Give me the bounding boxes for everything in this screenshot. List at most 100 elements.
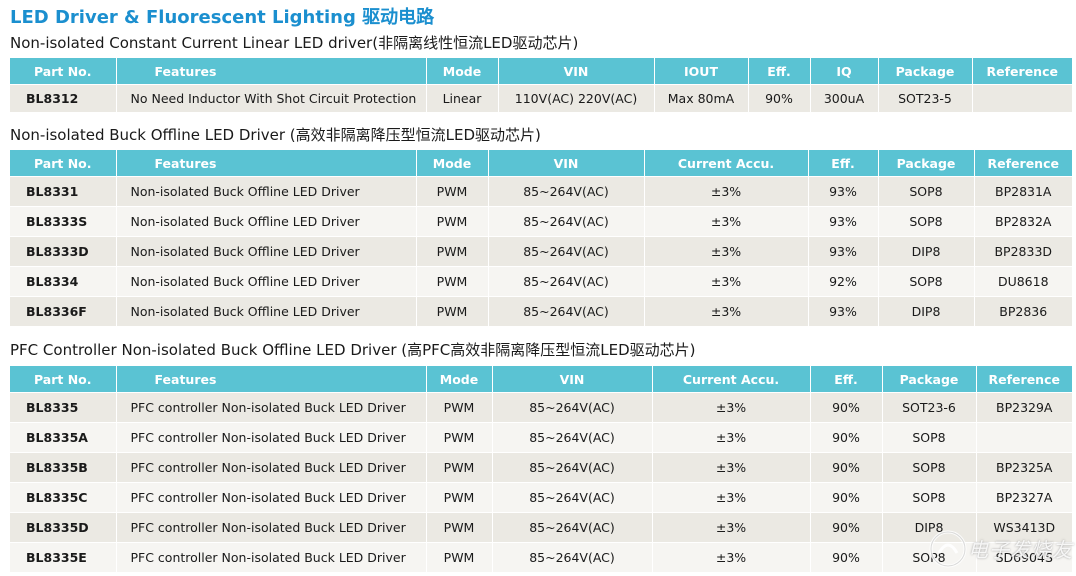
current-accu-cell: ±3% [652,512,811,543]
part-no-cell: BL8335D [10,512,117,543]
features-cell: PFC controller Non-isolated Buck LED Dri… [116,482,427,513]
header-mode: Mode [416,150,489,177]
features-cell: Non-isolated Buck Offline LED Driver [116,236,417,267]
mode-cell: PWM [426,542,493,572]
header-part-no: Part No. [10,366,117,393]
part-no-cell: BL8333D [10,236,117,267]
table-row: BL8334 Non-isolated Buck Offline LED Dri… [10,266,1072,297]
iq-cell: 300uA [810,84,879,112]
package-cell: SOP8 [882,542,977,572]
reference-cell [972,84,1072,112]
package-cell: SOP8 [882,452,977,483]
reference-cell: DU8618 [974,266,1072,297]
table-header-row: Part No. Features Mode VIN Current Accu.… [10,366,1072,393]
table-header-row: Part No. Features Mode VIN IOUT Eff. IQ … [10,58,1072,85]
part-no-cell: BL8335A [10,422,117,453]
eff-cell: 93% [808,176,879,207]
mode-cell: PWM [416,206,489,237]
reference-cell: BP2836 [974,296,1072,326]
header-mode: Mode [426,58,499,85]
current-accu-cell: ±3% [644,296,809,326]
buck-driver-table: Part No. Features Mode VIN Current Accu.… [10,150,1072,326]
eff-cell: 90% [810,452,883,483]
vin-cell: 110V(AC) 220V(AC) [498,84,655,112]
part-no-cell: BL8331 [10,176,117,207]
header-vin: VIN [498,58,655,85]
current-accu-cell: ±3% [644,266,809,297]
eff-cell: 93% [808,296,879,326]
header-reference: Reference [974,150,1072,177]
section-title-linear: Non-isolated Constant Current Linear LED… [10,34,579,52]
header-mode: Mode [426,366,493,393]
features-cell: PFC controller Non-isolated Buck LED Dri… [116,392,427,423]
eff-cell: 90% [810,422,883,453]
header-current-accu: Current Accu. [644,150,809,177]
table-row: BL8333D Non-isolated Buck Offline LED Dr… [10,236,1072,267]
part-no-cell: BL8312 [10,84,117,112]
eff-cell: 90% [810,542,883,572]
eff-cell: 93% [808,236,879,267]
package-cell: SOP8 [878,176,975,207]
package-cell: SOP8 [878,206,975,237]
package-cell: DIP8 [878,236,975,267]
eff-cell: 90% [748,84,811,112]
vin-cell: 85~264V(AC) [488,236,645,267]
package-cell: SOP8 [882,482,977,513]
header-package: Package [878,58,973,85]
mode-cell: Linear [426,84,499,112]
table-row: BL8312 No Need Inductor With Shot Circui… [10,84,1072,112]
eff-cell: 92% [808,266,879,297]
features-cell: PFC controller Non-isolated Buck LED Dri… [116,422,427,453]
current-accu-cell: ±3% [652,422,811,453]
current-accu-cell: ±3% [652,542,811,572]
vin-cell: 85~264V(AC) [492,422,653,453]
reference-cell [976,422,1072,453]
current-accu-cell: ±3% [652,482,811,513]
table-row: BL8335E PFC controller Non-isolated Buck… [10,542,1072,572]
vin-cell: 85~264V(AC) [492,452,653,483]
iout-cell: Max 80mA [654,84,749,112]
reference-cell: SD6904S [976,542,1072,572]
table-row: BL8335C PFC controller Non-isolated Buck… [10,482,1072,513]
part-no-cell: BL8333S [10,206,117,237]
header-eff: Eff. [810,366,883,393]
eff-cell: 90% [810,482,883,513]
package-cell: SOT23-5 [878,84,973,112]
eff-cell: 93% [808,206,879,237]
table-row: BL8331 Non-isolated Buck Offline LED Dri… [10,176,1072,207]
table-row: BL8335 PFC controller Non-isolated Buck … [10,392,1072,423]
vin-cell: 85~264V(AC) [488,296,645,326]
header-eff: Eff. [748,58,811,85]
header-package: Package [878,150,975,177]
features-cell: Non-isolated Buck Offline LED Driver [116,266,417,297]
vin-cell: 85~264V(AC) [492,512,653,543]
part-no-cell: BL8336F [10,296,117,326]
features-cell: Non-isolated Buck Offline LED Driver [116,296,417,326]
mode-cell: PWM [426,422,493,453]
header-iout: IOUT [654,58,749,85]
header-features: Features [116,150,417,177]
eff-cell: 90% [810,512,883,543]
header-reference: Reference [972,58,1072,85]
vin-cell: 85~264V(AC) [488,176,645,207]
table-row: BL8333S Non-isolated Buck Offline LED Dr… [10,206,1072,237]
package-cell: SOP8 [882,422,977,453]
features-cell: Non-isolated Buck Offline LED Driver [116,176,417,207]
reference-cell: BP2832A [974,206,1072,237]
table-row: BL8335D PFC controller Non-isolated Buck… [10,512,1072,543]
current-accu-cell: ±3% [652,452,811,483]
table-row: BL8336F Non-isolated Buck Offline LED Dr… [10,296,1072,326]
current-accu-cell: ±3% [644,236,809,267]
vin-cell: 85~264V(AC) [492,392,653,423]
header-vin: VIN [488,150,645,177]
mode-cell: PWM [416,236,489,267]
current-accu-cell: ±3% [644,176,809,207]
features-cell: PFC controller Non-isolated Buck LED Dri… [116,452,427,483]
features-cell: No Need Inductor With Shot Circuit Prote… [116,84,427,112]
features-cell: Non-isolated Buck Offline LED Driver [116,206,417,237]
header-current-accu: Current Accu. [652,366,811,393]
header-iq: IQ [810,58,879,85]
part-no-cell: BL8335 [10,392,117,423]
mode-cell: PWM [416,296,489,326]
page-title: LED Driver & Fluorescent Lighting 驱动电路 [10,7,435,28]
